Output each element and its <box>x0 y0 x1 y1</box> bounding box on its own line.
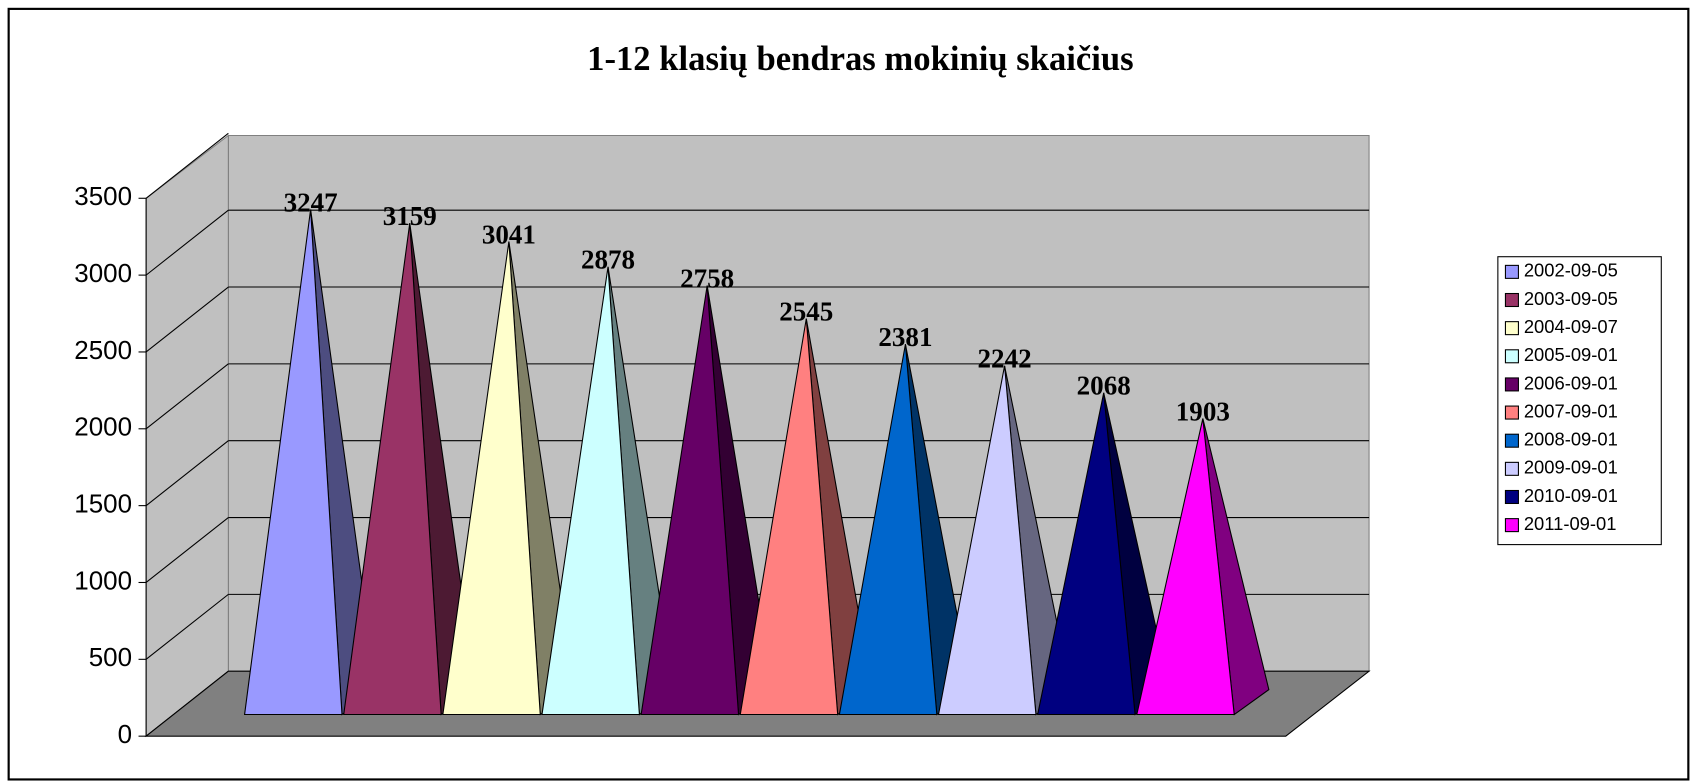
y-tick-label: 3000 <box>74 258 132 288</box>
legend-swatch <box>1504 461 1519 476</box>
legend-label: 2004-09-07 <box>1524 316 1618 337</box>
wall-grid-line <box>145 286 229 353</box>
y-tick-label: 1500 <box>74 488 132 518</box>
y-tick-label: 3500 <box>74 181 132 211</box>
pyramid <box>838 344 938 716</box>
legend-label: 2010-09-01 <box>1524 485 1618 506</box>
legend-label: 2007-09-01 <box>1524 400 1618 421</box>
legend-swatch <box>1504 264 1519 279</box>
legend-label: 2002-09-05 <box>1524 260 1618 281</box>
legend-label: 2011-09-01 <box>1524 513 1617 534</box>
chart-title: 1-12 klasių bendras mokinių skaičius <box>587 40 1133 78</box>
value-label: 2242 <box>978 344 1032 374</box>
value-label: 2758 <box>680 263 734 293</box>
pyramid <box>243 209 343 716</box>
legend-swatch <box>1504 292 1519 308</box>
legend-label: 2008-09-01 <box>1524 429 1618 450</box>
value-label: 2381 <box>878 322 932 352</box>
y-tick-label: 2500 <box>74 335 132 365</box>
pyramid <box>640 285 740 716</box>
legend-swatch <box>1504 405 1519 420</box>
value-label: 3247 <box>284 187 338 217</box>
pyramid <box>739 318 839 716</box>
pyramid <box>937 365 1037 716</box>
pyramid <box>1037 392 1136 716</box>
wall-grid-line <box>145 440 229 507</box>
y-tick-label: 2000 <box>74 412 132 442</box>
legend-swatch <box>1504 349 1519 364</box>
legend-swatch <box>1504 321 1519 336</box>
value-label: 3041 <box>482 219 536 249</box>
legend-swatch <box>1504 433 1519 448</box>
wall-grid-line <box>145 363 229 430</box>
value-label: 3159 <box>383 201 437 231</box>
legend-label: 2006-09-01 <box>1524 372 1618 393</box>
legend-label: 2003-09-05 <box>1524 288 1618 309</box>
value-label: 2878 <box>581 245 635 275</box>
value-label: 2068 <box>1077 371 1131 401</box>
legend-label: 2005-09-01 <box>1524 344 1618 365</box>
pyramid <box>442 241 541 716</box>
pyramid <box>343 223 442 716</box>
legend <box>1497 256 1662 546</box>
pyramid <box>1136 418 1235 716</box>
wall-grid-line <box>145 517 229 583</box>
wall-grid-line <box>145 209 229 276</box>
legend-swatch <box>1504 377 1519 392</box>
pyramid <box>541 266 640 716</box>
y-tick-label: 1000 <box>74 565 132 595</box>
value-label: 2545 <box>779 297 833 327</box>
y-tick-label: 500 <box>89 642 132 672</box>
value-label: 1903 <box>1176 396 1230 426</box>
legend-swatch <box>1504 518 1519 533</box>
legend-label: 2009-09-01 <box>1524 457 1618 478</box>
y-tick-label: 0 <box>118 719 132 749</box>
wall-grid-line <box>145 593 229 660</box>
side-wall <box>145 134 229 738</box>
legend-swatch <box>1504 489 1519 505</box>
wall-grid-line <box>145 132 229 199</box>
